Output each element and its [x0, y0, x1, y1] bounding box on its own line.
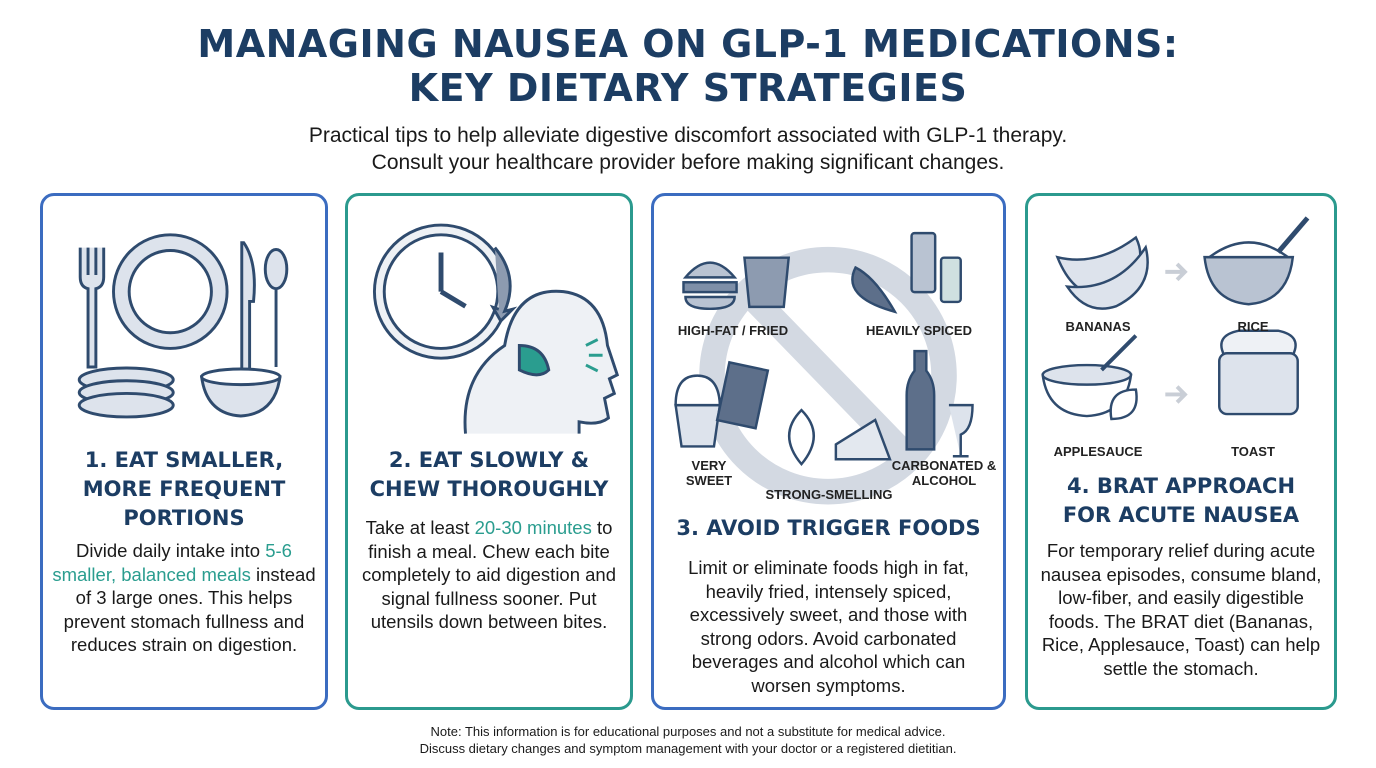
label-heavily-spiced: HEAVILY SPICED — [866, 323, 972, 338]
label-very-sweet: VERY SWEET — [685, 458, 733, 488]
arrow-right-icon — [1165, 262, 1188, 404]
label-bananas: BANANAS — [1065, 319, 1131, 334]
head-chewing-icon — [463, 289, 620, 434]
card-body: Limit or eliminate foods high in fat, he… — [688, 557, 969, 696]
clock-icon — [372, 223, 518, 360]
page-title: MANAGING NAUSEA ON GLP-1 MEDICATIONS: KE… — [197, 22, 1179, 110]
rice-bowl-icon — [1203, 216, 1310, 306]
card-body: Divide daily intake into 5-6 smaller, ba… — [52, 540, 316, 655]
label-toast: TOAST — [1231, 444, 1275, 459]
card-body: Take at least 20-30 minutes to finish a … — [361, 517, 617, 632]
label-carbonated-alcohol: CARBONATED & ALCOHOL — [891, 458, 997, 488]
card-eat-slowly: 2. EAT SLOWLY & CHEW THOROUGHLY Take at … — [345, 193, 633, 710]
tableware-icons — [77, 233, 289, 419]
card-body: For temporary relief during acute nausea… — [1040, 540, 1322, 679]
burger-fries-icon — [682, 256, 791, 311]
card-trigger-foods: HIGH-FAT / FRIED HEAVILY SPICED VERY SWE… — [651, 193, 1006, 710]
stacked-plates-icon — [77, 366, 175, 419]
brat-icons — [1041, 216, 1310, 421]
subtitle: Practical tips to help alleviate digesti… — [308, 124, 1068, 174]
trigger-food-icons — [674, 231, 974, 505]
label-high-fat-fried: HIGH-FAT / FRIED — [677, 323, 789, 338]
onion-cheese-icon — [788, 408, 892, 467]
card-heading: 3. AVOID TRIGGER FOODS — [676, 516, 981, 540]
card-heading: 1. EAT SMALLER, MORE FREQUENT PORTIONS — [82, 448, 286, 530]
soda-wine-icon — [905, 349, 974, 458]
plate-icon — [112, 233, 229, 350]
disclaimer-note: Note: This information is for educationa… — [419, 724, 957, 756]
card-heading: 2. EAT SLOWLY & CHEW THOROUGHLY — [369, 448, 609, 501]
label-applesauce: APPLESAUCE — [1053, 444, 1143, 459]
applesauce-icon — [1041, 334, 1138, 421]
fork-icon — [78, 247, 106, 369]
knife-icon — [240, 241, 256, 372]
spoon-icon — [263, 248, 289, 368]
cupcake-chocolate-icon — [674, 360, 770, 448]
banana-icon — [1055, 235, 1149, 310]
pepper-spices-icon — [851, 231, 962, 314]
card-heading: 4. BRAT APPROACH FOR ACUTE NAUSEA — [1062, 474, 1300, 527]
prohibited-icon — [699, 246, 957, 505]
label-strong-smelling: STRONG-SMELLING — [765, 487, 893, 502]
bowl-icon — [199, 367, 282, 418]
card-brat: BANANAS RICE APPLESAUCE TOAST 4. BRAT AP… — [1025, 193, 1337, 710]
card-smaller-portions: 1. EAT SMALLER, MORE FREQUENT PORTIONS D… — [40, 193, 328, 710]
toaster-icon — [1218, 329, 1299, 416]
clock-head-icons — [372, 223, 620, 434]
label-rice: RICE — [1237, 319, 1269, 334]
